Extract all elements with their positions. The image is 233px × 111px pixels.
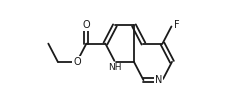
Text: O: O: [73, 57, 81, 67]
Text: N: N: [155, 75, 162, 85]
Text: F: F: [174, 20, 179, 30]
Text: O: O: [82, 20, 90, 30]
Text: NH: NH: [108, 63, 122, 72]
